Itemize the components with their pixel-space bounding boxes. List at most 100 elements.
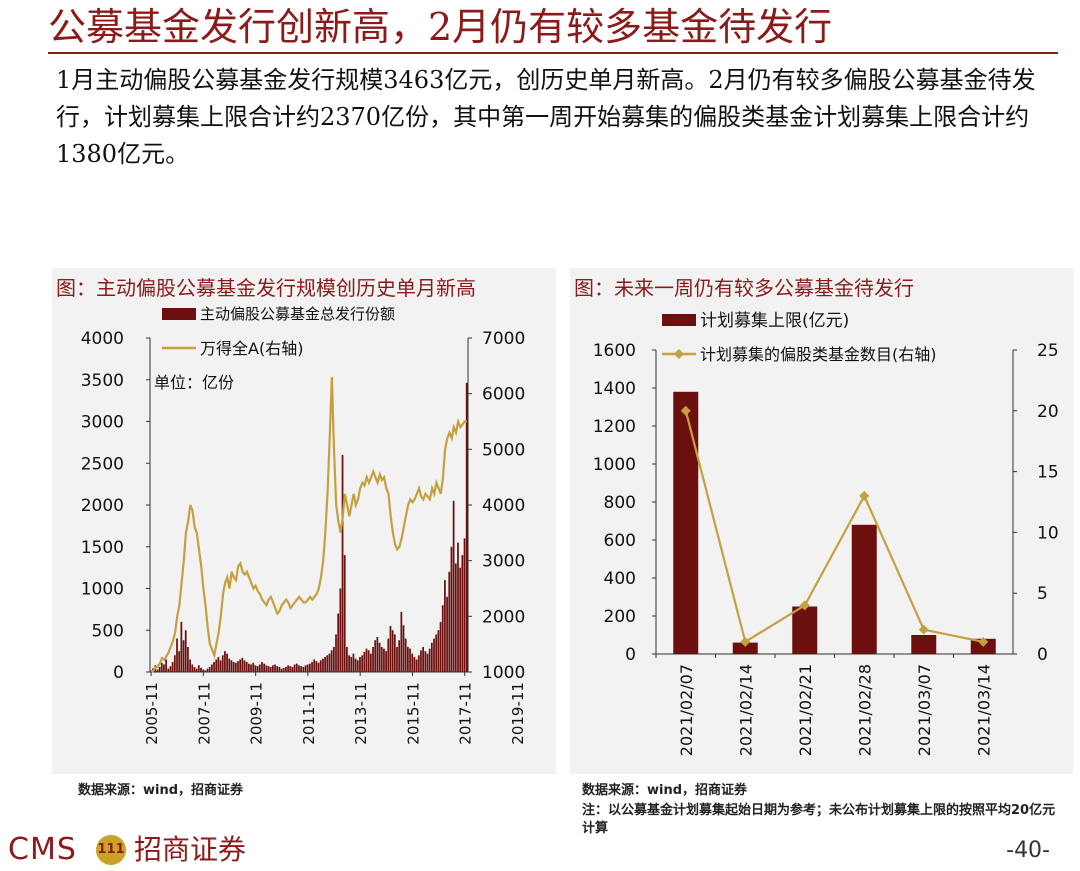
bar bbox=[673, 391, 699, 654]
bar bbox=[274, 664, 276, 672]
bar bbox=[457, 542, 459, 672]
bar bbox=[167, 668, 170, 672]
bar bbox=[324, 656, 326, 672]
y2-tick-label: 2000 bbox=[482, 607, 525, 627]
bar bbox=[393, 634, 396, 672]
bar bbox=[398, 640, 401, 672]
y-tick-label: 1200 bbox=[593, 417, 636, 437]
y-tick-label: 2000 bbox=[81, 496, 124, 516]
legend-swatch-bar bbox=[662, 314, 696, 326]
bar bbox=[851, 524, 877, 654]
y-tick-label: 1500 bbox=[81, 538, 124, 558]
y2-tick-label: 25 bbox=[1037, 341, 1059, 361]
bar bbox=[322, 658, 324, 672]
bar bbox=[389, 626, 392, 672]
bar bbox=[385, 651, 387, 672]
bar bbox=[180, 621, 183, 672]
y-tick-label: 600 bbox=[604, 531, 636, 551]
y-tick-label: 1400 bbox=[593, 379, 636, 399]
x-tick-label: 2007-11 bbox=[195, 682, 213, 745]
bar bbox=[426, 653, 429, 672]
bar bbox=[369, 653, 372, 672]
bar bbox=[289, 666, 292, 672]
x-tick-label: 2011-11 bbox=[300, 682, 318, 745]
bar bbox=[269, 666, 272, 672]
page-number: -40- bbox=[1006, 838, 1050, 863]
bar bbox=[372, 646, 374, 672]
bar bbox=[256, 666, 259, 672]
bar bbox=[348, 655, 350, 672]
bar bbox=[374, 640, 377, 672]
y2-tick-label: 6000 bbox=[482, 385, 525, 405]
bar bbox=[391, 630, 394, 672]
y2-tick-label: 10 bbox=[1037, 523, 1059, 543]
bar bbox=[732, 642, 758, 654]
series-line-wind-a bbox=[150, 376, 467, 673]
bar bbox=[356, 660, 359, 672]
bar bbox=[448, 571, 451, 672]
series-line-fund-count bbox=[684, 410, 984, 644]
bar bbox=[463, 538, 466, 672]
y2-tick-label: 7000 bbox=[482, 329, 525, 349]
y-tick-label: 1600 bbox=[593, 341, 636, 361]
bar bbox=[309, 663, 311, 672]
bar bbox=[169, 666, 172, 672]
bar bbox=[232, 661, 235, 672]
bar bbox=[219, 660, 222, 672]
bar bbox=[441, 605, 444, 672]
bar bbox=[267, 666, 270, 672]
y-tick-label: 200 bbox=[604, 607, 636, 627]
chart-panel-right: 图：未来一周仍有较多公募基金待发行 0 200 400 600 800 1000 1200 1… bbox=[570, 268, 1073, 774]
chart-left-source: 数据来源：wind，招商证券 bbox=[78, 783, 244, 798]
bar bbox=[202, 669, 205, 672]
bar bbox=[287, 665, 289, 672]
bar bbox=[234, 662, 237, 672]
bar bbox=[278, 666, 281, 672]
legend-label-line: 万得全A(右轴) bbox=[200, 339, 303, 358]
bar bbox=[343, 555, 346, 672]
bar bbox=[404, 638, 407, 672]
bar bbox=[298, 665, 300, 672]
bar bbox=[160, 662, 163, 672]
bar bbox=[461, 555, 464, 672]
bar bbox=[792, 606, 818, 654]
bar bbox=[241, 657, 244, 672]
bar bbox=[341, 454, 344, 672]
bar bbox=[226, 653, 228, 672]
line-point-marker bbox=[680, 405, 691, 416]
bar bbox=[433, 638, 435, 672]
bar bbox=[230, 660, 233, 672]
bar bbox=[363, 651, 366, 672]
bar bbox=[243, 660, 246, 672]
bar bbox=[245, 661, 248, 672]
bar bbox=[352, 653, 355, 672]
bar bbox=[450, 546, 453, 672]
bar bbox=[265, 665, 268, 672]
bar bbox=[346, 646, 348, 672]
bar bbox=[452, 500, 455, 672]
bar bbox=[291, 666, 294, 672]
bar bbox=[156, 669, 159, 672]
chart-right-title: 图：未来一周仍有较多公募基金待发行 bbox=[574, 276, 914, 300]
bar bbox=[285, 666, 287, 672]
bar bbox=[407, 646, 409, 672]
x-tick-label: 2021/02/07 bbox=[677, 664, 696, 756]
bar bbox=[446, 596, 448, 672]
bar bbox=[271, 665, 274, 672]
bar bbox=[339, 588, 342, 672]
y-tick-label: 3500 bbox=[81, 371, 124, 391]
bar bbox=[428, 648, 431, 672]
bar bbox=[276, 666, 279, 672]
x-tick-label: 2013-11 bbox=[352, 682, 370, 745]
bar bbox=[210, 664, 213, 672]
bar bbox=[359, 656, 361, 672]
y-tick-label: 400 bbox=[604, 569, 636, 589]
bar bbox=[282, 667, 285, 672]
bar bbox=[413, 656, 416, 672]
bar bbox=[424, 651, 427, 672]
y-tick-label: 4000 bbox=[81, 329, 124, 349]
bar bbox=[280, 668, 283, 672]
bar bbox=[335, 634, 337, 672]
bar bbox=[415, 659, 418, 672]
bar bbox=[376, 636, 379, 672]
